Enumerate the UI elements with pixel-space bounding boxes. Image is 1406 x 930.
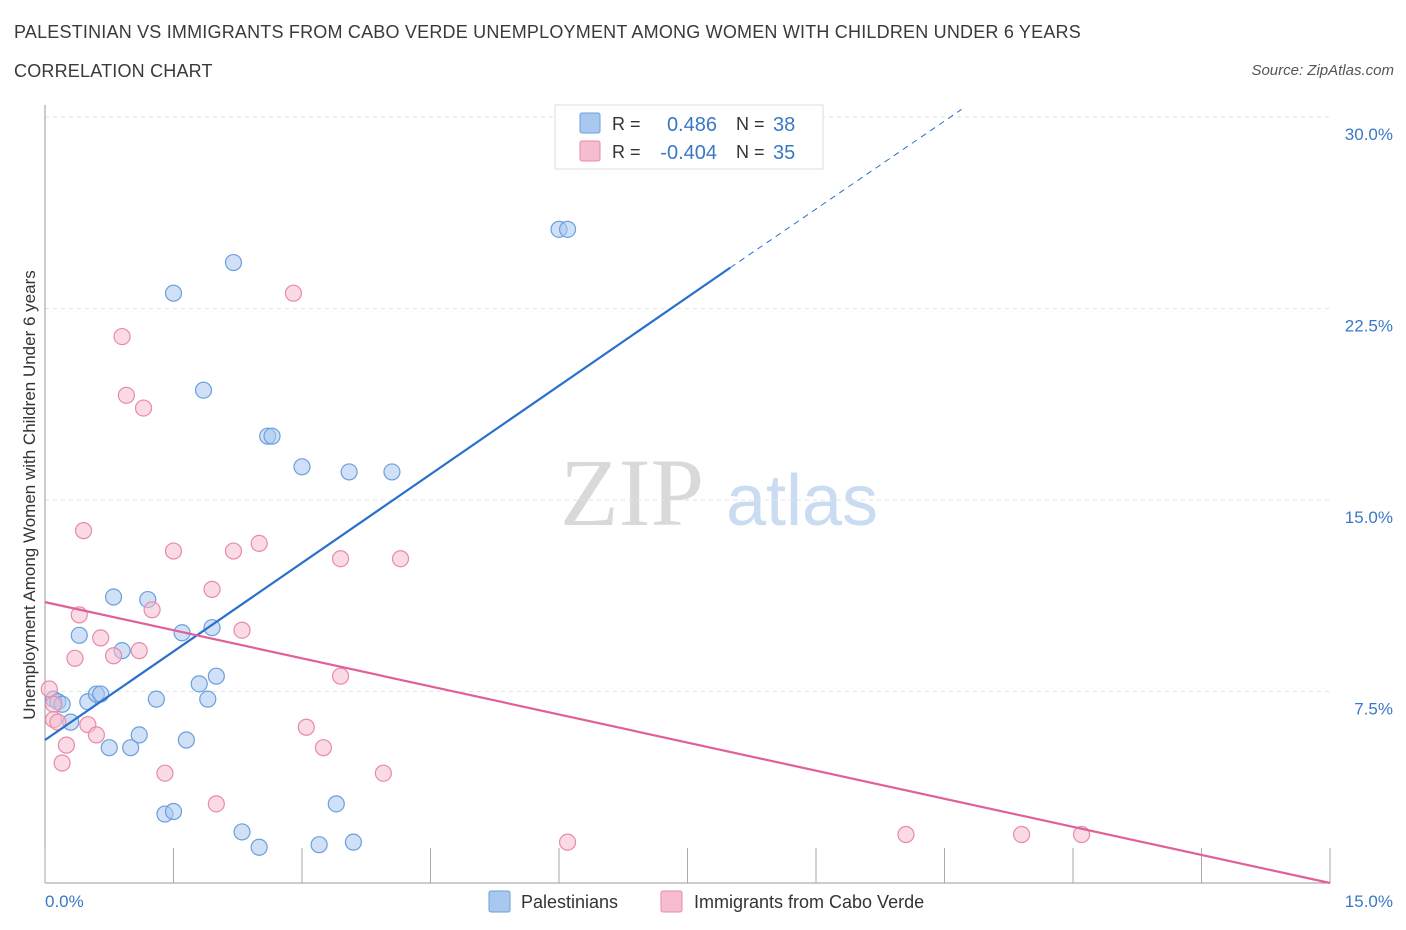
cabo-verde-point [113,327,131,346]
palestinian-point [383,463,401,481]
cabo-verde-point [156,764,174,782]
axes [44,105,1331,884]
palestinian-point [344,833,362,851]
palestinian-point [164,802,183,821]
cabo-verde-point [233,621,251,639]
palestinian-point [92,685,110,703]
cabo-verde-point [53,754,71,772]
y-tick-label: 7.5% [1354,700,1393,719]
cabo-verde-point [203,580,221,598]
cabo-verde-point [134,399,153,417]
legend-swatch-palestinians [579,112,601,134]
palestinian-point [190,675,208,693]
series-legend-label: Immigrants from Cabo Verde [694,892,924,912]
cabo-verde-point [164,542,183,560]
palestinian-point [147,690,165,708]
cabo-verde-trend-line [44,601,1331,885]
chart-subtitle: CORRELATION CHART [14,61,213,81]
palestinian-point [199,690,217,708]
source-credit: Source: ZipAtlas.com [1251,62,1394,79]
cabo-verde-point [297,718,315,736]
palestinian-point [104,588,123,606]
y-tick-label: 22.5% [1345,317,1393,336]
cabo-verde-point [44,695,63,713]
legend-n-value: 35 [773,142,795,164]
cabo-verde-point [897,825,915,844]
cabo-verde-point [130,642,148,660]
legend-r-value: -0.404 [660,142,717,164]
cabo-verde-point [374,764,392,782]
palestinian-point [250,838,268,856]
palestinian-point [100,739,118,757]
y-tick-label: 30.0% [1345,125,1393,144]
legend-swatch-cabo-verde [579,140,601,162]
y-tick-label: 15.0% [1345,508,1393,527]
palestinian-point [293,458,311,476]
legend-n-value: 38 [773,114,795,136]
y-axis-title: Unemployment Among Women with Children U… [20,270,39,719]
cabo-verde-point [224,542,243,560]
palestinian-point [340,463,358,481]
cabo-verde-point [314,739,333,757]
x-tick-label: 0.0% [45,892,84,911]
palestinian-point [327,795,345,813]
palestinian-point [122,739,140,757]
palestinian-point [207,667,225,685]
cabo-verde-point [92,629,110,647]
data-points [40,220,1091,856]
cabo-verde-point [284,284,303,302]
legend-n-label: N = [736,142,765,162]
palestinian-point [177,731,195,749]
cabo-verde-point [207,795,225,813]
cabo-verde-point [250,534,268,553]
cabo-verde-point [40,680,58,698]
y-tick-labels: 7.5% 15.0% 22.5% 30.0% [1345,125,1393,719]
chart-title: PALESTINIAN VS IMMIGRANTS FROM CABO VERD… [14,22,1081,42]
x-tick-labels: 0.0% 15.0% [45,892,1393,911]
gridlines [45,116,1330,692]
cabo-verde-point [331,667,350,685]
x-tick-label: 15.0% [1345,892,1393,911]
series-legend: Palestinians Immigrants from Cabo Verde [488,890,924,913]
cabo-verde-point [1012,825,1031,844]
correlation-legend: R = 0.486 N = 38 R = -0.404 N = 35 [554,104,824,170]
palestinians-trend-line-extension [730,108,962,269]
series-legend-swatch-palestinians [488,890,511,913]
cabo-verde-point [391,550,410,568]
cabo-verde-point [558,833,577,851]
series-legend-swatch-cabo-verde [660,890,683,913]
palestinian-point [558,220,577,238]
watermark: ZIP atlas [560,439,878,546]
palestinian-point [130,726,148,744]
palestinian-point [310,836,328,854]
palestinian-point [233,823,251,841]
palestinian-point [224,253,243,272]
palestinian-point [194,381,213,399]
legend-r-value: 0.486 [667,114,717,136]
legend-n-label: N = [736,114,765,134]
cabo-verde-point [87,726,106,744]
watermark-atlas: atlas [726,461,878,541]
cabo-verde-point [57,736,76,754]
palestinian-point [70,626,88,644]
cabo-verde-point [104,647,123,665]
cabo-verde-point [117,386,135,404]
trend-lines [44,108,1331,885]
cabo-verde-point [331,550,350,568]
palestinian-point [164,284,183,302]
watermark-zip: ZIP [560,439,704,546]
palestinians-trend-line [44,266,731,741]
cabo-verde-point [66,649,84,667]
cabo-verde-point [143,601,161,619]
series-legend-label: Palestinians [521,892,618,912]
palestinian-point [203,619,221,637]
legend-r-label: R = [612,142,641,162]
legend-r-label: R = [612,114,641,134]
palestinian-point [263,427,281,445]
cabo-verde-point [74,522,93,540]
